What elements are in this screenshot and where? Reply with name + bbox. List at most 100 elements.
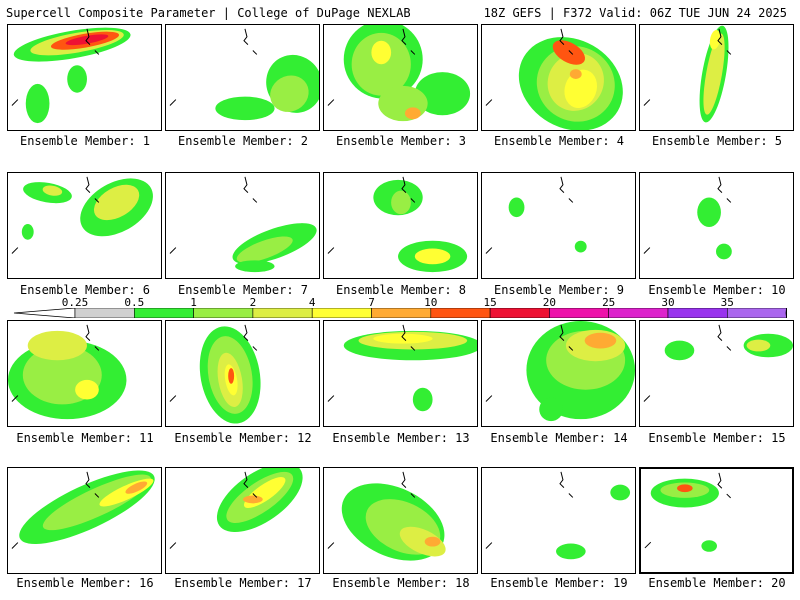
scp-field-map: [8, 324, 127, 420]
ensemble-map-panel[interactable]: [323, 467, 478, 574]
legend-tick-label: 1: [190, 296, 197, 309]
scp-contour-area: [270, 75, 309, 112]
ensemble-member-label: Ensemble Member: 3: [335, 134, 467, 148]
scp-contour-area: [391, 190, 411, 215]
coastline: [327, 176, 416, 254]
coastline: [169, 471, 258, 549]
legend-color-swatch: [311, 308, 372, 318]
ensemble-map-panel[interactable]: [481, 24, 636, 131]
scp-field-map: [169, 468, 303, 549]
legend-tick-label: 20: [542, 296, 557, 309]
legend-color-swatch: [667, 308, 728, 318]
scp-contour-area: [746, 339, 771, 352]
ensemble-member-label: Ensemble Member: 19: [490, 576, 628, 590]
legend-color-swatch: [252, 308, 313, 318]
legend-color-swatch: [489, 308, 550, 318]
ensemble-map-panel[interactable]: [481, 467, 636, 574]
coastline: [327, 28, 416, 106]
scp-field-map: [327, 471, 446, 561]
scp-field-map: [327, 324, 477, 412]
ensemble-map-panel[interactable]: [7, 320, 162, 427]
scp-contour-area: [424, 536, 441, 547]
legend-color-swatch: [726, 308, 787, 318]
ensemble-map-panel[interactable]: [481, 172, 636, 279]
scp-field-map: [169, 324, 261, 424]
ensemble-map-panel[interactable]: [165, 24, 320, 131]
ensemble-map-panel[interactable]: [7, 467, 162, 574]
ensemble-member-label: Ensemble Member: 7: [177, 283, 309, 297]
color-scale-legend: 0.25 0.5 1 2 4 7 10 15 20 25 30 35: [0, 296, 800, 320]
ensemble-member-label: Ensemble Member: 5: [651, 134, 783, 148]
scp-contour-area: [508, 197, 525, 218]
legend-tick-label: 25: [602, 296, 616, 309]
scp-contour-area: [664, 340, 695, 361]
scp-contour-area: [569, 69, 582, 79]
ensemble-map-panel[interactable]: [639, 467, 794, 574]
coastline: [643, 28, 732, 106]
scp-field-map: [485, 321, 635, 422]
ensemble-map-panel[interactable]: [7, 24, 162, 131]
ensemble-map-panel[interactable]: [323, 24, 478, 131]
coastline: [169, 324, 258, 402]
ensemble-member-label: Ensemble Member: 12: [174, 431, 312, 445]
scp-contour-area: [414, 248, 451, 265]
ensemble-member-label: Ensemble Member: 20: [648, 576, 786, 590]
scp-contour-area: [125, 481, 148, 494]
scp-field-map: [327, 25, 471, 122]
ensemble-map-panel[interactable]: [481, 320, 636, 427]
legend-tick-label: 0.5: [124, 296, 145, 309]
scp-contour-area: [242, 495, 263, 504]
ensemble-member-label: Ensemble Member: 9: [493, 283, 625, 297]
coastline: [327, 471, 416, 549]
scp-contour-area: [564, 69, 598, 108]
scp-contour-area: [584, 332, 617, 349]
ensemble-member-label: Ensemble Member: 6: [19, 283, 151, 297]
scp-field-map: [644, 472, 731, 552]
ensemble-member-label: Ensemble Member: 16: [16, 576, 154, 590]
coastline: [643, 176, 732, 254]
scp-contour-area: [373, 333, 433, 344]
ensemble-map-panel[interactable]: [639, 320, 794, 427]
coastline: [169, 28, 258, 106]
ensemble-map-panel[interactable]: [165, 467, 320, 574]
scp-field-map: [11, 176, 153, 254]
ensemble-member-label: Ensemble Member: 18: [332, 576, 470, 590]
legend-tick-label: 35: [720, 296, 734, 309]
scp-contour-area: [709, 30, 721, 50]
ensemble-map-panel[interactable]: [639, 24, 794, 131]
scp-contour-area: [378, 85, 428, 122]
scp-contour-area: [703, 33, 725, 115]
scp-contour-area: [235, 260, 275, 273]
ensemble-map-panel[interactable]: [323, 320, 478, 427]
scp-field-map: [643, 324, 793, 402]
ensemble-map-panel[interactable]: [639, 172, 794, 279]
coastline: [327, 324, 416, 402]
legend-tick-label: 15: [483, 296, 497, 309]
coastline: [485, 176, 574, 254]
ensemble-member-label: Ensemble Member: 13: [332, 431, 470, 445]
coastline: [485, 324, 574, 402]
scp-contour-area: [371, 40, 392, 65]
legend-color-swatch: [430, 308, 491, 318]
coastline: [169, 176, 258, 254]
scp-contour-area: [404, 107, 421, 120]
coastline: [643, 324, 732, 402]
scp-contour-area: [25, 83, 50, 124]
ensemble-member-label: Ensemble Member: 4: [493, 134, 625, 148]
ensemble-member-label: Ensemble Member: 2: [177, 134, 309, 148]
ensemble-map-panel[interactable]: [323, 172, 478, 279]
scp-contour-area: [414, 72, 471, 116]
ensemble-member-label: Ensemble Member: 15: [648, 431, 786, 445]
scp-contour-area: [351, 32, 411, 96]
scp-contour-area: [27, 330, 87, 361]
coastline: [485, 28, 574, 106]
coastline: [11, 28, 100, 106]
legend-color-swatch: [134, 308, 194, 318]
ensemble-map-panel[interactable]: [7, 172, 162, 279]
scp-contour-area: [412, 387, 433, 412]
ensemble-map-panel[interactable]: [165, 172, 320, 279]
ensemble-map-panel[interactable]: [165, 320, 320, 427]
scp-contour-area: [67, 65, 87, 93]
scp-contour-area: [21, 224, 34, 240]
legend-above-arrow: [785, 308, 787, 318]
